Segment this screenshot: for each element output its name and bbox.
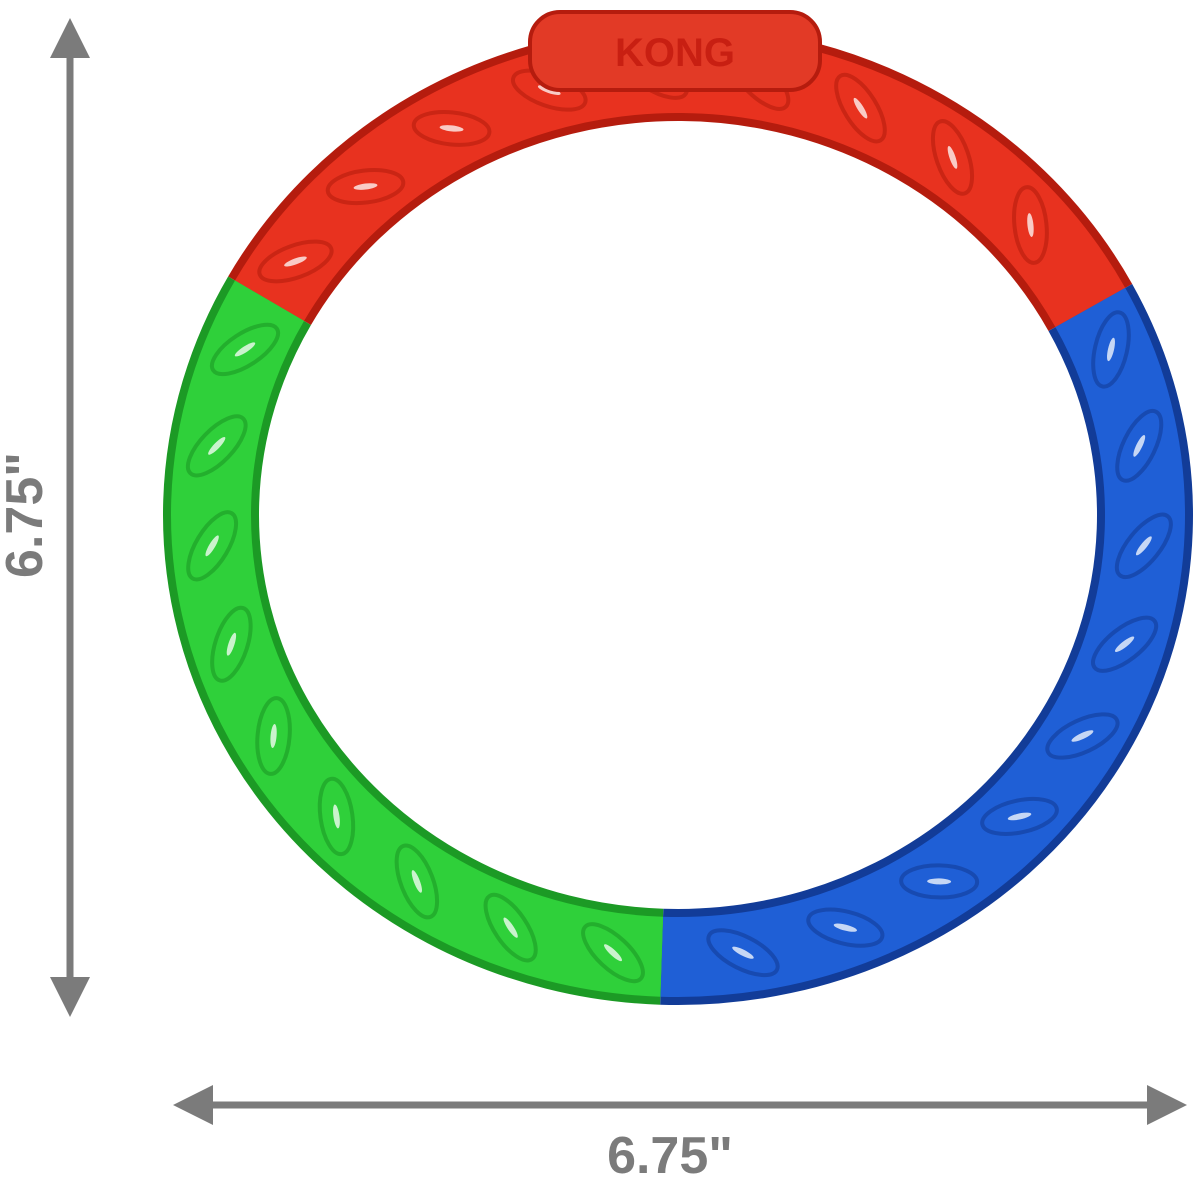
twist-ridge: [257, 239, 334, 284]
twist-ridge: [317, 776, 356, 857]
shine-highlight: [1135, 536, 1152, 556]
shine-highlight: [1133, 434, 1146, 457]
twist-ridge: [1091, 310, 1131, 389]
twist-ridge: [581, 922, 645, 984]
shine-highlight: [234, 342, 256, 357]
height-label: 6.75": [0, 452, 54, 578]
height-dimension-arrow: [50, 18, 90, 1017]
shine-highlight: [603, 944, 623, 962]
shine-highlight: [353, 183, 378, 190]
twist-ridge: [483, 892, 538, 963]
logo-lettering: KONG: [615, 31, 735, 75]
twist-ridge: [1045, 712, 1120, 760]
kong-logo: KONG: [528, 10, 822, 92]
twist-ridge: [806, 907, 885, 948]
shine-highlight: [205, 535, 219, 557]
shine-highlight: [1007, 812, 1032, 821]
ring-toy: [163, 25, 1193, 1005]
shine-highlight: [270, 724, 277, 748]
shine-highlight: [226, 632, 237, 656]
shine-highlight: [439, 125, 464, 132]
twist-ridge: [706, 928, 780, 978]
shine-highlight: [947, 146, 958, 169]
twist-ridge: [899, 863, 980, 900]
twist-ridge: [325, 167, 406, 206]
twist-ridge: [209, 322, 281, 377]
shine-highlight: [1107, 337, 1115, 362]
twist-ridge: [1012, 185, 1049, 265]
shine-highlight: [833, 923, 858, 932]
shine-highlight: [411, 870, 422, 893]
shine-highlight: [927, 878, 952, 885]
twist-ridge: [185, 414, 248, 478]
shine-highlight: [853, 97, 868, 119]
twist-ridge: [210, 605, 253, 683]
twist-ridge: [255, 696, 292, 776]
width-dimension-arrow: [173, 1085, 1187, 1125]
width-label: 6.75": [607, 1127, 733, 1177]
shine-highlight: [503, 917, 518, 938]
twist-ridge: [411, 110, 492, 147]
shine-highlight: [1027, 213, 1034, 237]
twist-ridge: [980, 796, 1059, 836]
twist-ridge: [1091, 615, 1159, 673]
twist-ridge: [394, 843, 440, 920]
shine-highlight: [208, 436, 226, 455]
shine-highlight: [333, 804, 340, 829]
twist-ridge: [1115, 408, 1164, 483]
shine-highlight: [1114, 636, 1135, 652]
twist-ridge: [834, 72, 887, 144]
twist-ridge: [186, 510, 239, 582]
shine-highlight: [732, 946, 754, 959]
twist-ridge: [930, 119, 975, 196]
ring-segment-green-surface: [171, 280, 664, 997]
shine-highlight: [284, 256, 307, 267]
shine-highlight: [1071, 730, 1094, 742]
twist-ridge: [1114, 512, 1173, 580]
ring-segment-blue-surface: [660, 287, 1185, 997]
